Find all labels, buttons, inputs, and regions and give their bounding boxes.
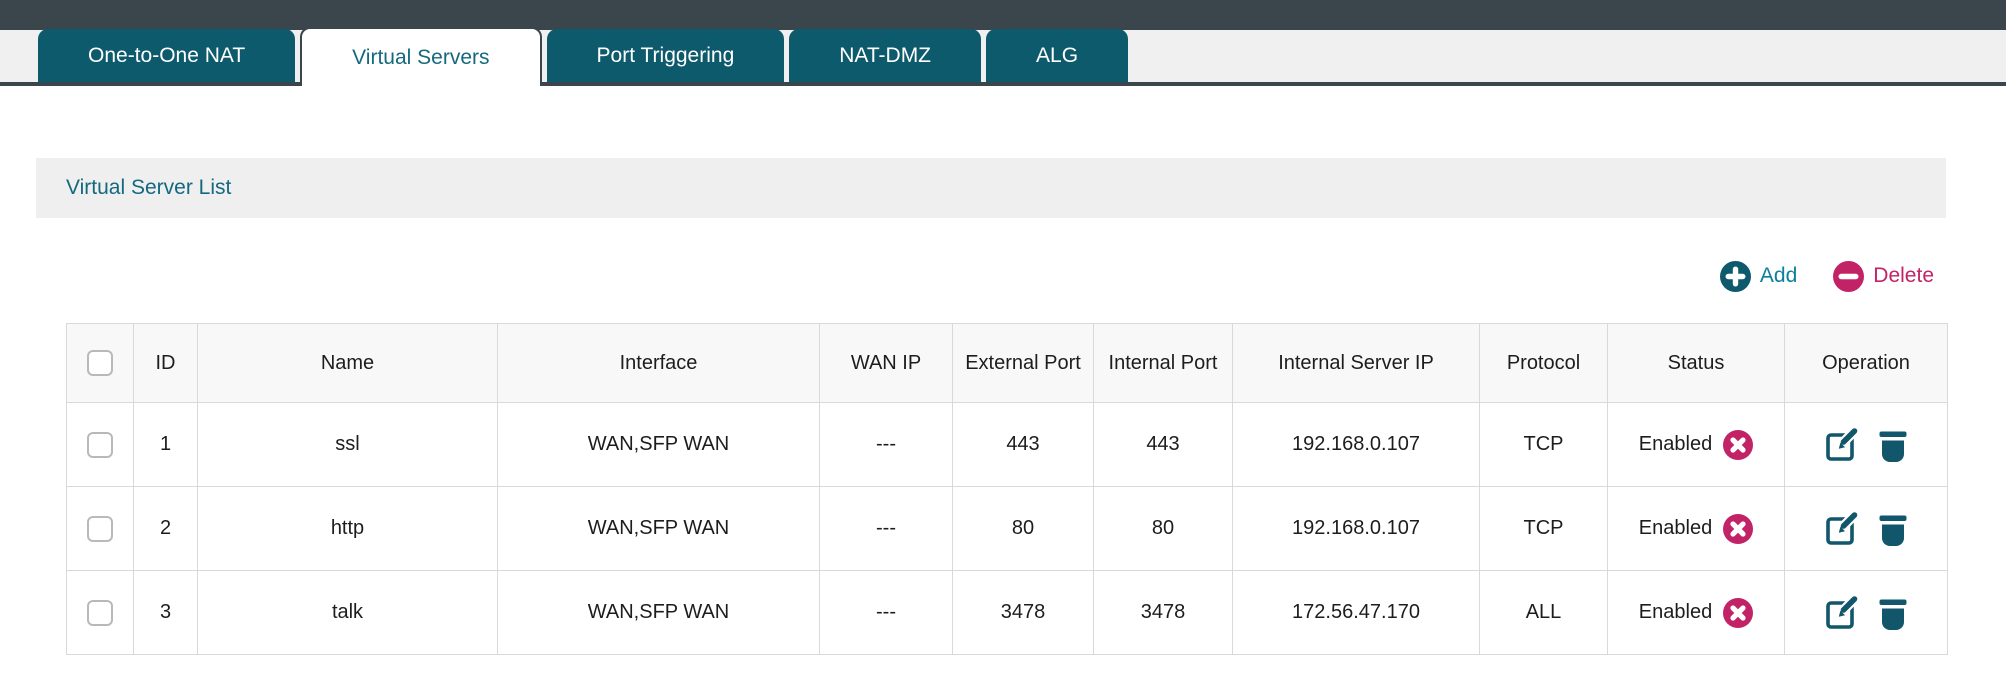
cell-protocol: TCP xyxy=(1479,486,1608,571)
select-all-checkbox[interactable] xyxy=(87,350,113,377)
edit-icon[interactable] xyxy=(1824,594,1860,631)
table-row: 3 talk WAN,SFP WAN --- 3478 3478 172.56.… xyxy=(66,570,1948,655)
cell-status: Enabled xyxy=(1614,429,1778,460)
cell-id: 1 xyxy=(133,402,198,487)
cell-operation xyxy=(1791,426,1941,463)
cell-internal-server-ip: 192.168.0.107 xyxy=(1232,486,1480,571)
cell-name: ssl xyxy=(197,402,498,487)
plus-circle-icon xyxy=(1719,260,1751,292)
col-header-external-port: External Port xyxy=(952,323,1094,403)
cell-wan-ip: --- xyxy=(819,402,953,487)
cell-operation xyxy=(1791,510,1941,547)
edit-icon[interactable] xyxy=(1824,426,1860,463)
trash-icon[interactable] xyxy=(1878,595,1908,631)
virtual-server-table: ID Name Interface WAN IP External Port I… xyxy=(66,323,2006,655)
tab-nat-dmz[interactable]: NAT-DMZ xyxy=(789,29,982,82)
section-header: Virtual Server List xyxy=(36,158,1946,218)
table-header-row: ID Name Interface WAN IP External Port I… xyxy=(66,323,1948,403)
tab-one-to-one-nat[interactable]: One-to-One NAT xyxy=(38,29,296,82)
table-row: 1 ssl WAN,SFP WAN --- 443 443 192.168.0.… xyxy=(66,402,1948,487)
cell-interface: WAN,SFP WAN xyxy=(497,570,820,655)
actions-row: Add Delete xyxy=(0,260,1934,292)
status-label: Enabled xyxy=(1638,601,1713,623)
cell-internal-port: 443 xyxy=(1093,402,1233,487)
cell-internal-server-ip: 172.56.47.170 xyxy=(1232,570,1480,655)
disable-x-circle-icon[interactable] xyxy=(1723,597,1754,628)
cell-id: 2 xyxy=(133,486,198,571)
col-header-wan-ip: WAN IP xyxy=(819,323,953,403)
cell-protocol: ALL xyxy=(1479,570,1608,655)
delete-label: Delete xyxy=(1873,264,1934,287)
cell-name: talk xyxy=(197,570,498,655)
cell-internal-server-ip: 192.168.0.107 xyxy=(1232,402,1480,487)
disable-x-circle-icon[interactable] xyxy=(1723,429,1754,460)
tab-virtual-servers[interactable]: Virtual Servers xyxy=(300,27,542,86)
cell-interface: WAN,SFP WAN xyxy=(497,486,820,571)
cell-interface: WAN,SFP WAN xyxy=(497,402,820,487)
col-header-operation: Operation xyxy=(1784,323,1948,403)
cell-status: Enabled xyxy=(1614,513,1778,544)
col-header-status: Status xyxy=(1607,323,1785,403)
top-bar xyxy=(0,0,2006,30)
trash-icon[interactable] xyxy=(1878,427,1908,463)
disable-x-circle-icon[interactable] xyxy=(1723,513,1754,544)
tab-port-triggering[interactable]: Port Triggering xyxy=(546,29,785,82)
row-checkbox[interactable] xyxy=(87,599,113,626)
edit-icon[interactable] xyxy=(1824,510,1860,547)
cell-name: http xyxy=(197,486,498,571)
cell-protocol: TCP xyxy=(1479,402,1608,487)
status-label: Enabled xyxy=(1638,433,1713,455)
table-row: 2 http WAN,SFP WAN --- 80 80 192.168.0.1… xyxy=(66,486,1948,571)
row-checkbox[interactable] xyxy=(87,515,113,542)
col-header-name: Name xyxy=(197,323,498,403)
table-body: 1 ssl WAN,SFP WAN --- 443 443 192.168.0.… xyxy=(66,402,1948,655)
cell-operation xyxy=(1791,594,1941,631)
col-header-internal-server-ip: Internal Server IP xyxy=(1232,323,1480,403)
section-title: Virtual Server List xyxy=(66,176,232,199)
cell-external-port: 3478 xyxy=(952,570,1094,655)
add-label: Add xyxy=(1759,264,1798,287)
trash-icon[interactable] xyxy=(1878,511,1908,547)
row-checkbox[interactable] xyxy=(87,431,113,458)
col-header-protocol: Protocol xyxy=(1479,323,1608,403)
add-button[interactable]: Add xyxy=(1719,260,1798,292)
cell-id: 3 xyxy=(133,570,198,655)
tab-bar: One-to-One NAT Virtual Servers Port Trig… xyxy=(0,27,2006,86)
col-header-id: ID xyxy=(133,323,198,403)
cell-internal-port: 80 xyxy=(1093,486,1233,571)
cell-wan-ip: --- xyxy=(819,570,953,655)
delete-button[interactable]: Delete xyxy=(1833,260,1934,292)
cell-external-port: 80 xyxy=(952,486,1094,571)
cell-external-port: 443 xyxy=(952,402,1094,487)
cell-wan-ip: --- xyxy=(819,486,953,571)
cell-internal-port: 3478 xyxy=(1093,570,1233,655)
cell-status: Enabled xyxy=(1614,597,1778,628)
minus-circle-icon xyxy=(1833,260,1865,292)
tab-alg[interactable]: ALG xyxy=(986,29,1129,82)
status-label: Enabled xyxy=(1638,517,1713,539)
col-header-select xyxy=(66,323,134,403)
col-header-internal-port: Internal Port xyxy=(1093,323,1233,403)
col-header-interface: Interface xyxy=(497,323,820,403)
